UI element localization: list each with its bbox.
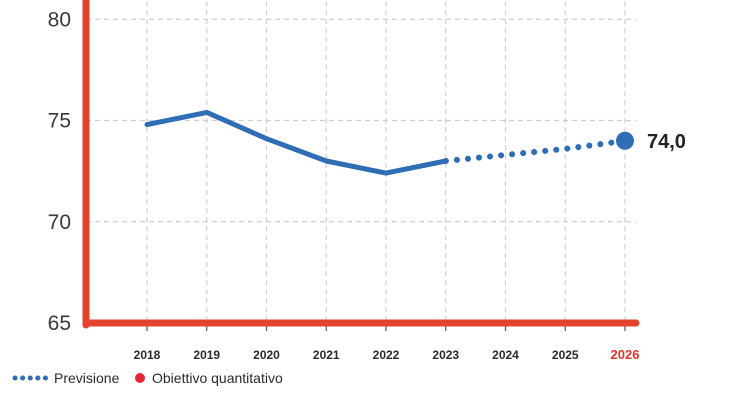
highlight-points: 74,090,0nonraggiungibile [613,0,742,153]
legend-label: Previsione [54,370,120,386]
y-tick-label: 70 [48,211,71,234]
x-tick-label: 2021 [313,348,340,362]
legend-marker-obiettivo [135,373,145,383]
x-tick-label: 2020 [253,348,280,362]
x-tick-label: 2023 [432,348,459,362]
x-tick-label: 2019 [193,348,220,362]
actual-series-line [147,112,446,173]
y-tick-labels: 65707580859095 [48,0,71,335]
y-tick-label: 80 [48,8,71,31]
gridlines [86,0,636,323]
x-tick-label: 2026 [611,347,640,362]
forecast-value-label: 74,0 [647,131,686,153]
x-tick-labels: 2018 2019 2020 2021 2022 2023 2024 2025 2026 [134,347,640,362]
x-tick-label: 2025 [552,348,579,362]
forecast-end-point [616,132,634,150]
x-tick-label: 2018 [134,348,161,362]
forecast-series-line [446,141,625,161]
legend: Previsione Obiettivo quantitativo [15,370,283,386]
x-tick-label: 2022 [373,348,400,362]
x-tick-label: 2024 [492,348,519,362]
legend-label: Obiettivo quantitativo [152,370,283,386]
y-tick-label: 65 [48,312,71,335]
y-tick-label: 75 [48,110,71,133]
